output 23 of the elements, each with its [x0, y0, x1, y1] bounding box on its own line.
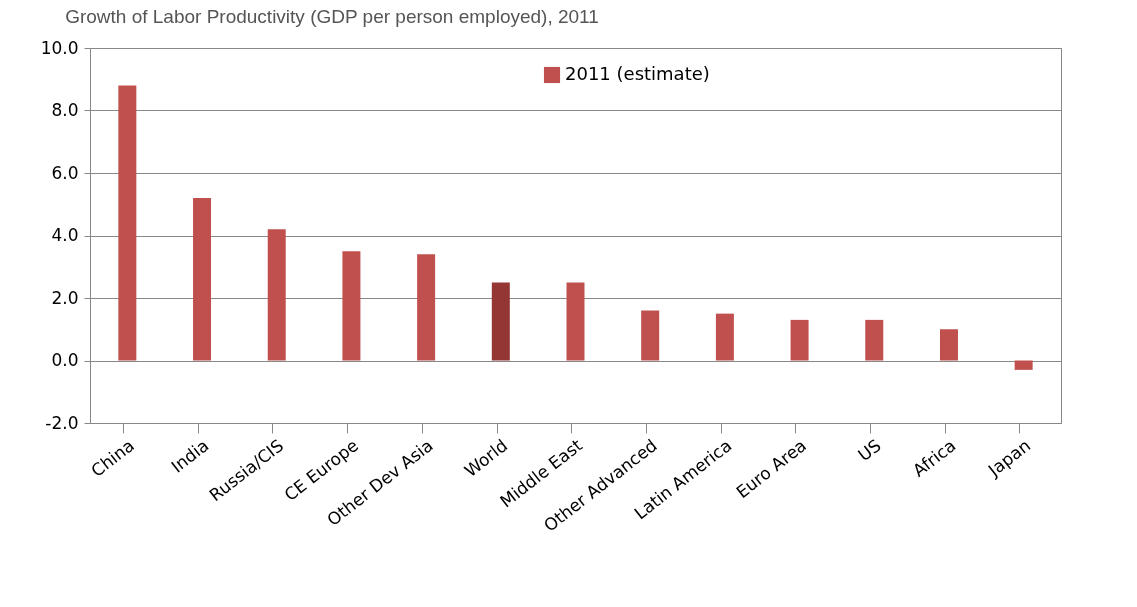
y-tick-label: 10.0: [40, 37, 79, 58]
chart-title: Growth of Labor Productivity (GDP per person employed), 2011: [65, 6, 599, 27]
y-tick-label: 2.0: [51, 287, 79, 308]
bar: [342, 251, 361, 361]
bar: [267, 229, 286, 361]
y-tick-label: 8.0: [51, 100, 79, 120]
y-tick-label: 4.0: [51, 225, 79, 245]
y-tick-label: -2.0: [45, 412, 79, 433]
bar: [193, 198, 212, 361]
bar: [1014, 360, 1033, 370]
bar: [715, 313, 734, 361]
legend-label: 2011 (estimate): [565, 63, 710, 84]
bar: [118, 85, 137, 361]
bar: [790, 319, 809, 361]
bar: [939, 329, 958, 361]
bar: [491, 282, 510, 361]
bar: [566, 282, 585, 361]
bar: [417, 254, 436, 361]
bar: [641, 310, 660, 361]
x-tick-label: US: [854, 435, 885, 466]
y-tick-label: 6.0: [51, 162, 79, 183]
y-tick-label: 0.0: [51, 350, 79, 370]
bar: [865, 319, 884, 361]
